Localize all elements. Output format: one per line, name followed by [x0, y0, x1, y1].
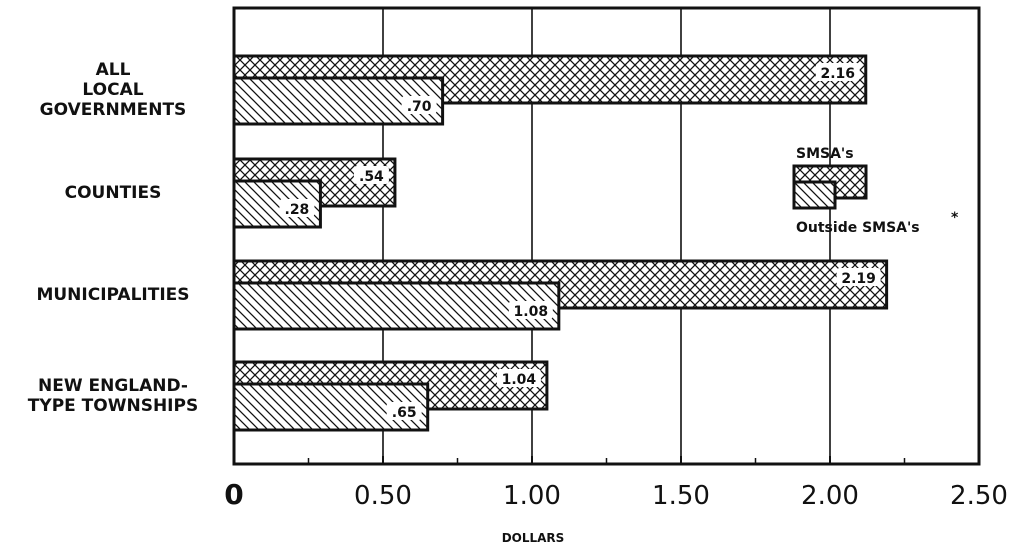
category-label: COUNTIES [65, 183, 162, 203]
bar-outside-smsa [232, 281, 561, 331]
category-label: MUNICIPALITIES [36, 285, 189, 305]
category-label: LOCAL [82, 80, 143, 100]
category-label: TYPE TOWNSHIPS [28, 396, 198, 416]
value-label: .28 [285, 202, 310, 218]
value-label: .70 [407, 99, 432, 115]
value-label-bg [279, 199, 315, 217]
x-tick-label: 2.50 [950, 481, 1008, 511]
value-label: 1.04 [502, 372, 537, 388]
value-label-bg [815, 63, 860, 81]
x-tick-label: 0 [224, 478, 243, 511]
value-label-bg [386, 402, 422, 420]
value-label: 2.16 [820, 66, 855, 82]
legend-label-outside-smsa: Outside SMSA's [796, 220, 920, 236]
legend-swatch-outside-smsa [792, 180, 837, 210]
x-axis-label: DOLLARS [502, 531, 565, 545]
value-label: 2.19 [841, 271, 876, 287]
bars: 2.16 .70 .54 .28 2.19 1.08 1.04 .65 [232, 54, 889, 432]
value-label: 1.08 [514, 304, 549, 320]
category-label: GOVERNMENTS [40, 100, 187, 120]
value-label-bg [353, 166, 389, 184]
category-label: NEW ENGLAND- [38, 376, 188, 396]
x-tick-label: 1.00 [503, 481, 561, 511]
value-label-bg [496, 369, 541, 387]
x-tick-label: 0.50 [354, 481, 412, 511]
legend-footnote-mark: * [951, 210, 959, 226]
value-label-bg [508, 301, 553, 319]
axes: 0 0.50 1.00 1.50 2.00 2.50 DOLLARS [224, 6, 1008, 545]
category-label: ALL [96, 60, 131, 80]
value-label: .65 [392, 405, 417, 421]
x-tick-label: 2.00 [801, 481, 859, 511]
value-label: .54 [359, 169, 384, 185]
value-label-bg [401, 96, 437, 114]
legend-label-smsa: SMSA's [796, 146, 854, 162]
x-tick-label: 1.50 [652, 481, 710, 511]
value-label-bg [836, 268, 881, 286]
legend: SMSA's Outside SMSA's * [792, 146, 959, 236]
